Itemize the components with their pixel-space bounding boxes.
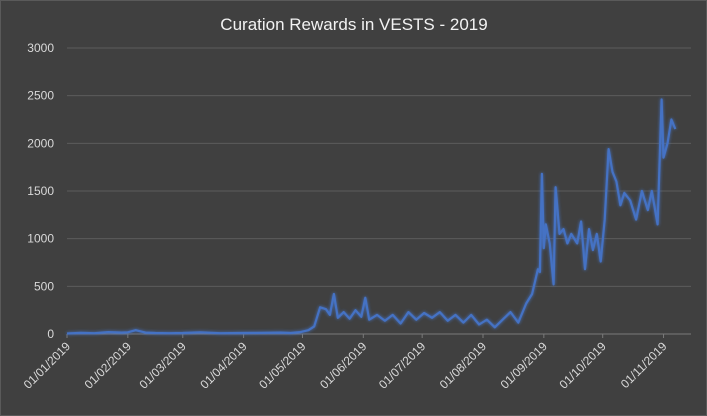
x-tick-label: 01/08/2019 bbox=[437, 339, 490, 392]
series-line bbox=[66, 98, 677, 335]
y-tick-label: 0 bbox=[47, 327, 54, 341]
y-tick-label: 1000 bbox=[27, 232, 54, 246]
x-tick-label: 01/02/2019 bbox=[82, 339, 135, 392]
series-layer bbox=[66, 98, 677, 335]
x-tick-label: 01/04/2019 bbox=[197, 339, 250, 392]
chart-title: Curation Rewards in VESTS - 2019 bbox=[220, 15, 487, 34]
x-axis-ticks: 01/01/2019 01/02/2019 01/03/2019 01/04/2019… bbox=[21, 334, 670, 392]
gridlines bbox=[67, 47, 691, 335]
x-tick-label: 01/01/2019 bbox=[21, 339, 74, 392]
y-tick-label: 1500 bbox=[27, 184, 54, 198]
x-tick-label: 01/07/2019 bbox=[376, 339, 429, 392]
y-tick-label: 2000 bbox=[27, 136, 54, 150]
y-axis-ticks: 0 500 1000 1500 2000 2500 3000 bbox=[27, 41, 54, 341]
y-tick-label: 2500 bbox=[27, 89, 54, 103]
x-tick-label: 01/03/2019 bbox=[137, 339, 190, 392]
x-tick-label: 01/09/2019 bbox=[498, 339, 551, 392]
y-tick-label: 3000 bbox=[27, 41, 54, 55]
x-tick-label: 01/05/2019 bbox=[256, 339, 309, 392]
x-tick-label: 01/11/2019 bbox=[618, 339, 670, 391]
x-tick-label: 01/10/2019 bbox=[556, 339, 609, 392]
y-tick-label: 500 bbox=[34, 279, 54, 293]
x-tick-label: 01/06/2019 bbox=[317, 339, 370, 392]
